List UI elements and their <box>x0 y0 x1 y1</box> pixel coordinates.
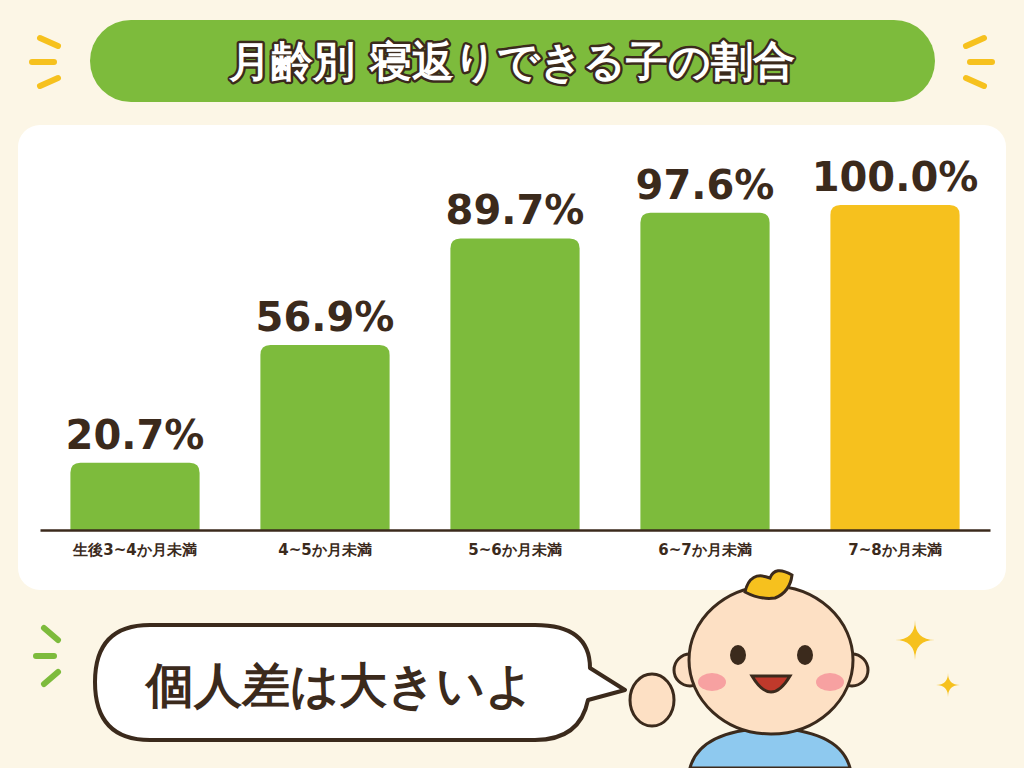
bars <box>70 205 959 530</box>
deco-dash <box>44 672 58 684</box>
plot-panel <box>18 125 1006 590</box>
deco-dash <box>966 78 984 86</box>
deco-dash <box>40 38 58 46</box>
x-tick: 6~7か月未満 <box>658 541 751 559</box>
data-label: 20.7% <box>66 412 205 458</box>
annotation: 個人差は大きいよ <box>144 657 534 713</box>
deco-dash <box>966 38 984 46</box>
x-tick-label: 7~8か月未満 <box>848 541 941 559</box>
baby-hand <box>630 674 674 726</box>
bubble-shape <box>95 625 625 740</box>
speech-bubble: 個人差は大きいよ <box>95 625 625 740</box>
baby-eye <box>730 645 746 665</box>
bar <box>640 213 769 530</box>
x-tick: 4~5か月未満 <box>278 541 371 559</box>
bubble-decoration <box>36 628 58 684</box>
bar <box>830 205 959 530</box>
sparkle <box>936 673 960 697</box>
deco-dash <box>36 653 54 659</box>
x-tick-label: 5~6か月未満 <box>468 541 561 559</box>
deco-dash <box>32 59 54 65</box>
x-tick: 生後3~4か月未満 <box>72 541 196 559</box>
baby-cheek <box>816 673 844 691</box>
data-labels: 20.7% 56.9% 89.7% 97.6% 100.0% <box>66 154 979 458</box>
data-label: 97.6% <box>636 162 775 208</box>
bar <box>260 345 389 530</box>
background <box>0 0 1024 768</box>
baby-illustration <box>630 571 868 768</box>
x-tick-label: 生後3~4か月未満 <box>72 541 196 559</box>
x-axis: 生後3~4か月未満 4~5か月未満 5~6か月未満 6~7か月未満 7~8か月未満 <box>41 531 991 559</box>
deco-dash <box>40 78 58 86</box>
x-tick-label: 4~5か月未満 <box>278 541 371 559</box>
baby-eye <box>797 645 813 665</box>
deco-dash <box>970 59 992 65</box>
baby-hair <box>745 571 792 599</box>
x-tick-label: 6~7か月未満 <box>658 541 751 559</box>
data-label: 89.7% <box>446 187 585 233</box>
title: 月齢別 寝返りできる子の割合 <box>228 37 795 86</box>
baby-mouth <box>752 676 790 692</box>
x-tick: 5~6か月未満 <box>468 541 561 559</box>
baby-face <box>689 586 853 734</box>
title-background <box>90 20 935 102</box>
sparkle <box>895 620 935 660</box>
x-tick: 7~8か月未満 <box>848 541 941 559</box>
data-label: 56.9% <box>256 294 395 340</box>
bar <box>70 463 199 530</box>
x-axis-line <box>41 529 991 532</box>
deco-dash <box>44 628 58 640</box>
bar <box>450 238 579 530</box>
baby-cheek <box>698 673 726 691</box>
data-label: 100.0% <box>812 154 979 200</box>
